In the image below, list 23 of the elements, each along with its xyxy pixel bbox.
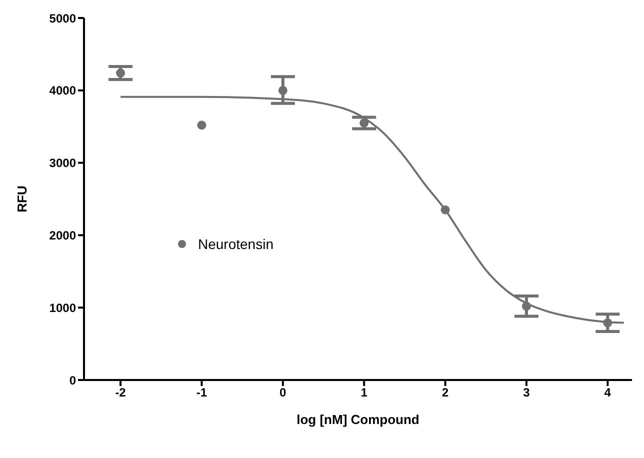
y-tick-label: 1000 <box>49 300 76 315</box>
point <box>440 205 450 214</box>
point <box>603 318 612 328</box>
y-tick-label: 4000 <box>49 84 76 98</box>
x-tick-label: -2 <box>115 386 126 400</box>
x-tick-label: 2 <box>442 386 449 400</box>
x-tick-label: 4 <box>604 386 612 400</box>
point <box>522 302 531 311</box>
point <box>278 86 288 95</box>
y-tick-label: 2000 <box>49 228 76 242</box>
y-axis-title: RFU <box>14 186 30 212</box>
legend-label: Neurotensin <box>198 236 274 252</box>
x-tick-label: 0 <box>280 386 287 400</box>
y-tick-label: 3000 <box>49 156 76 170</box>
x-tick-label: 1 <box>360 386 368 400</box>
y-tick-label: 0 <box>69 373 76 388</box>
x-tick-label: 3 <box>523 386 530 400</box>
x-axis-title: log [nM] Compound <box>296 412 420 427</box>
point <box>197 120 206 130</box>
x-tick-label: -1 <box>196 386 208 400</box>
point <box>360 118 369 128</box>
point <box>116 68 126 78</box>
y-tick-label: 5000 <box>49 11 76 26</box>
